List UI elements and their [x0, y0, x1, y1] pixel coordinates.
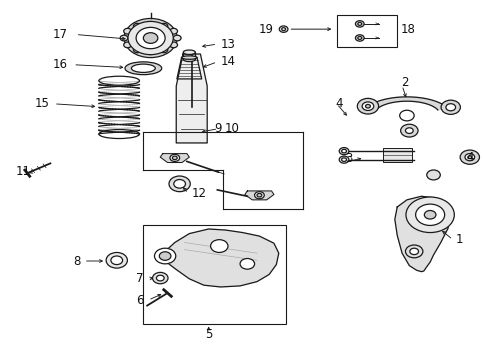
Text: 15: 15: [34, 97, 49, 110]
Circle shape: [169, 154, 179, 161]
Circle shape: [357, 36, 361, 39]
Polygon shape: [176, 54, 207, 143]
Polygon shape: [365, 97, 447, 110]
Circle shape: [159, 252, 170, 260]
Circle shape: [154, 248, 175, 264]
Circle shape: [357, 99, 378, 114]
Circle shape: [120, 35, 128, 41]
Circle shape: [160, 23, 167, 29]
Ellipse shape: [183, 50, 195, 55]
Bar: [143, 225, 286, 324]
Circle shape: [338, 147, 348, 155]
Ellipse shape: [125, 62, 161, 75]
Text: 1: 1: [454, 233, 462, 246]
Circle shape: [169, 28, 177, 34]
Circle shape: [362, 102, 373, 110]
Circle shape: [169, 42, 177, 48]
Text: 14: 14: [220, 55, 235, 68]
Circle shape: [440, 100, 459, 114]
Circle shape: [172, 156, 177, 160]
Ellipse shape: [183, 57, 195, 62]
Ellipse shape: [131, 64, 155, 72]
Circle shape: [409, 248, 418, 255]
Text: 4: 4: [465, 151, 472, 164]
Circle shape: [467, 156, 471, 159]
Circle shape: [143, 33, 158, 43]
Circle shape: [426, 170, 439, 180]
Circle shape: [111, 256, 122, 265]
Circle shape: [160, 47, 167, 53]
Circle shape: [459, 150, 479, 164]
Text: 13: 13: [220, 37, 235, 51]
Polygon shape: [160, 154, 189, 162]
Circle shape: [123, 42, 131, 48]
Circle shape: [415, 204, 444, 225]
Circle shape: [123, 28, 131, 34]
Circle shape: [464, 154, 474, 161]
Circle shape: [355, 35, 363, 41]
Circle shape: [399, 110, 413, 121]
Polygon shape: [160, 229, 278, 287]
Circle shape: [405, 128, 412, 134]
Circle shape: [124, 19, 177, 57]
Text: 19: 19: [258, 22, 273, 36]
Circle shape: [405, 197, 454, 232]
Circle shape: [128, 21, 173, 55]
Polygon shape: [177, 57, 201, 79]
Ellipse shape: [181, 56, 197, 59]
Circle shape: [240, 258, 254, 269]
Circle shape: [210, 240, 227, 252]
Circle shape: [281, 28, 285, 31]
Text: 2: 2: [400, 76, 408, 89]
Circle shape: [357, 22, 361, 25]
Circle shape: [257, 193, 261, 197]
Text: 10: 10: [224, 122, 239, 135]
Circle shape: [147, 21, 154, 27]
Circle shape: [338, 156, 348, 163]
Circle shape: [400, 124, 417, 137]
Circle shape: [341, 149, 346, 153]
Text: 5: 5: [205, 328, 212, 341]
Text: 9: 9: [214, 122, 222, 135]
Circle shape: [152, 272, 167, 284]
Circle shape: [147, 49, 154, 55]
Circle shape: [173, 180, 185, 188]
Circle shape: [156, 275, 164, 281]
Circle shape: [106, 252, 127, 268]
Polygon shape: [244, 191, 273, 200]
Text: 3: 3: [345, 152, 352, 165]
Bar: [382, 148, 411, 162]
Text: 12: 12: [191, 187, 206, 200]
Circle shape: [133, 23, 141, 29]
Bar: [183, 52, 195, 59]
Circle shape: [445, 104, 454, 111]
Circle shape: [254, 192, 264, 199]
Text: 4: 4: [335, 97, 342, 110]
Circle shape: [173, 35, 181, 41]
Text: 16: 16: [52, 58, 67, 71]
Text: 7: 7: [136, 272, 143, 285]
Circle shape: [424, 211, 435, 219]
Circle shape: [168, 176, 190, 192]
Text: 17: 17: [52, 28, 67, 41]
Circle shape: [341, 158, 346, 161]
Polygon shape: [394, 196, 450, 272]
Circle shape: [405, 245, 422, 258]
Text: 6: 6: [136, 293, 143, 307]
Circle shape: [365, 105, 370, 108]
Text: 18: 18: [400, 22, 415, 36]
Circle shape: [355, 21, 363, 27]
Circle shape: [279, 26, 287, 32]
Text: 8: 8: [73, 255, 80, 267]
Circle shape: [136, 27, 165, 49]
Circle shape: [133, 47, 141, 53]
Text: 11: 11: [15, 165, 30, 178]
Bar: [336, 15, 396, 47]
